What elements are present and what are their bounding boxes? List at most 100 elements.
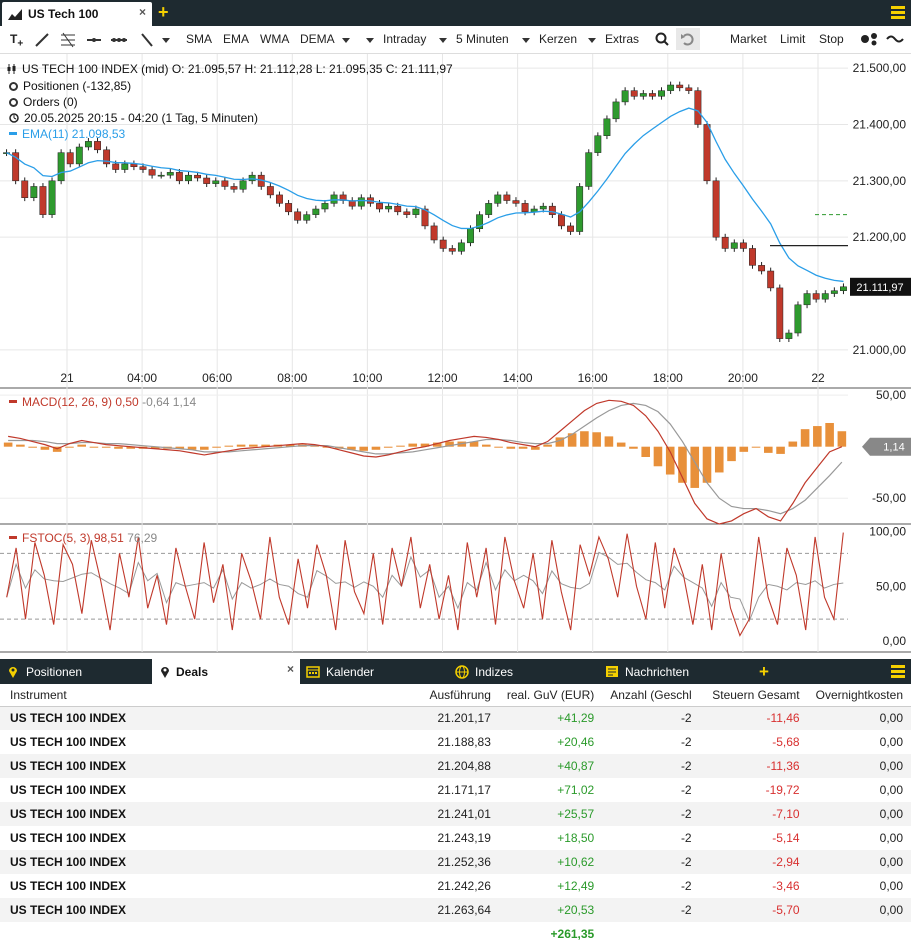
orders-legend[interactable]: Orders (0) xyxy=(9,95,78,109)
undo-button[interactable] xyxy=(676,28,700,50)
tab-nachrichten-label: Nachrichten xyxy=(625,664,690,679)
table-row[interactable]: US TECH 100 INDEX 21.252,36 +10,62 -2 -2,94 0… xyxy=(0,850,911,874)
column-header[interactable]: Instrument xyxy=(0,684,389,707)
menu-icon[interactable] xyxy=(891,6,905,20)
chart-type-select[interactable]: Kerzen xyxy=(539,32,578,46)
cell-execution: 21.188,83 xyxy=(437,735,491,749)
macd-histogram-bar xyxy=(432,442,442,447)
horizontal-line-icon[interactable] xyxy=(86,32,102,48)
column-header[interactable]: Steuern Gesamt xyxy=(699,684,808,707)
cell-instrument: US TECH 100 INDEX xyxy=(0,850,389,874)
chevron-down-icon[interactable] xyxy=(366,38,374,43)
line-tool-icon[interactable] xyxy=(34,32,50,48)
tab-positionen-label: Positionen xyxy=(26,664,83,679)
chart-area[interactable]: 21 04:00 06:00 08:00 10:00 12:00 14:00 16:00 18:… xyxy=(0,54,911,654)
extras-select[interactable]: Extras xyxy=(605,32,640,46)
column-header[interactable]: Anzahl (Geschl xyxy=(602,684,700,707)
macd-value-3: 1,14 xyxy=(172,395,197,409)
cell-overnight: 0,00 xyxy=(879,735,903,749)
candle-body xyxy=(403,211,411,215)
toggle-icon xyxy=(9,98,18,107)
chevron-down-icon[interactable] xyxy=(342,38,350,43)
candle-body xyxy=(639,93,647,97)
add-panel-button[interactable]: + xyxy=(759,661,769,681)
tab-indizes[interactable]: Indizes xyxy=(455,659,595,684)
macd-histogram-bar xyxy=(592,432,601,447)
positions-legend[interactable]: Positionen (-132,85) xyxy=(9,79,131,93)
candle-body xyxy=(485,203,493,215)
wave-icon[interactable] xyxy=(886,34,906,44)
tab-deals-close-button[interactable]: × xyxy=(286,662,294,676)
column-header[interactable]: Overnightkosten xyxy=(807,684,911,707)
table-row[interactable]: US TECH 100 INDEX 21.204,88 +40,87 -2 -11,36… xyxy=(0,754,911,778)
macd-histogram-bar xyxy=(383,446,393,448)
cell-overnight: 0,00 xyxy=(807,754,911,778)
tab-kalender[interactable]: Kalender xyxy=(306,659,446,684)
total-pnl: +261,35 xyxy=(550,927,595,941)
tab-us-tech-100[interactable]: US Tech 100 × xyxy=(2,2,152,26)
time-tick-label: 10:00 xyxy=(352,371,382,385)
candle-body xyxy=(539,205,547,210)
panel-menu-icon[interactable] xyxy=(891,665,905,679)
cell-pnl: +12,49 xyxy=(557,879,595,893)
table-row[interactable]: US TECH 100 INDEX 21.201,17 +41,29 -2 -11,46… xyxy=(0,706,911,730)
tab-nachrichten[interactable]: Nachrichten xyxy=(605,659,745,684)
cell-instrument: US TECH 100 INDEX xyxy=(10,831,127,845)
cell-instrument: US TECH 100 INDEX xyxy=(0,898,389,922)
zoom-icon[interactable] xyxy=(655,32,669,46)
fibonacci-tool-icon[interactable] xyxy=(60,32,76,48)
sma-button[interactable]: SMA xyxy=(186,32,213,46)
brush-tool-icon[interactable] xyxy=(140,32,154,48)
globe-icon xyxy=(455,664,469,679)
macd-legend[interactable]: MACD(12, 26, 9) 0,50 -0,64 1,14 xyxy=(9,395,196,409)
macd-histogram-bar xyxy=(506,446,516,449)
dema-button[interactable]: DEMA xyxy=(300,32,335,46)
chevron-down-icon[interactable] xyxy=(522,38,530,43)
table-row[interactable]: US TECH 100 INDEX 21.171,17 +71,02 -2 -19,72… xyxy=(0,778,911,802)
candle-body xyxy=(585,152,593,187)
price-tick-label: 21.400,00 xyxy=(853,117,907,131)
candle-body xyxy=(12,152,20,182)
candle-body xyxy=(739,242,747,249)
stoch-fast-line xyxy=(6,532,844,637)
chevron-down-icon[interactable] xyxy=(162,38,170,43)
table-row[interactable]: US TECH 100 INDEX 21.241,01 +25,57 -2 -7,10 0… xyxy=(0,802,911,826)
table-row[interactable]: US TECH 100 INDEX 21.188,83 +20,46 -2 -5,68 0… xyxy=(0,730,911,754)
ema-legend[interactable]: EMA(11) 21.098,53 xyxy=(9,127,125,141)
add-tab-button[interactable]: + xyxy=(158,2,169,22)
column-header[interactable]: real. GuV (EUR) xyxy=(498,684,603,707)
macd-histogram-bar xyxy=(665,446,675,475)
macd-histogram-bar xyxy=(678,446,687,483)
chevron-down-icon[interactable] xyxy=(588,38,596,43)
tab-close-button[interactable]: × xyxy=(138,5,146,19)
interval-select[interactable]: 5 Minuten xyxy=(456,32,509,46)
wma-button[interactable]: WMA xyxy=(260,32,290,46)
stop-button[interactable]: Stop xyxy=(819,32,844,46)
fstoc-legend[interactable]: FSTOC(5, 3) 98,51 76,29 xyxy=(9,531,157,545)
ray-tool-icon[interactable] xyxy=(110,32,128,48)
market-button[interactable]: Market xyxy=(730,32,767,46)
table-row[interactable]: US TECH 100 INDEX 21.263,64 +20,53 -2 -5,70 0… xyxy=(0,898,911,922)
column-header[interactable]: Ausführung xyxy=(388,684,499,707)
cell-pnl: +18,50 xyxy=(557,831,595,845)
chevron-down-icon[interactable] xyxy=(439,38,447,43)
tab-positionen[interactable]: Positionen xyxy=(8,659,148,684)
macd-histogram-bar xyxy=(702,446,712,483)
macd-histogram-bar xyxy=(16,444,25,447)
tab-deals[interactable]: Deals × xyxy=(152,659,300,684)
indicator-icon[interactable] xyxy=(860,32,880,46)
cell-pnl: +71,02 xyxy=(557,783,595,797)
cell-instrument: US TECH 100 INDEX xyxy=(0,754,389,778)
candle-body xyxy=(521,203,529,213)
candle-body xyxy=(30,186,38,198)
table-total-row: +261,35 xyxy=(0,922,911,946)
table-row[interactable]: US TECH 100 INDEX 21.242,26 +12,49 -2 -3,46 0… xyxy=(0,874,911,898)
table-row[interactable]: US TECH 100 INDEX 21.243,19 +18,50 -2 -5,14 0… xyxy=(0,826,911,850)
limit-button[interactable]: Limit xyxy=(780,32,806,46)
ema-button[interactable]: EMA xyxy=(223,32,250,46)
text-tool-icon[interactable]: T+ xyxy=(10,32,24,50)
interval-type-select[interactable]: Intraday xyxy=(383,32,427,46)
cell-instrument: US TECH 100 INDEX xyxy=(10,735,127,749)
macd-histogram-bar xyxy=(764,446,773,453)
price-chart[interactable]: 21 04:00 06:00 08:00 10:00 12:00 14:00 16:00 18:… xyxy=(0,54,911,654)
